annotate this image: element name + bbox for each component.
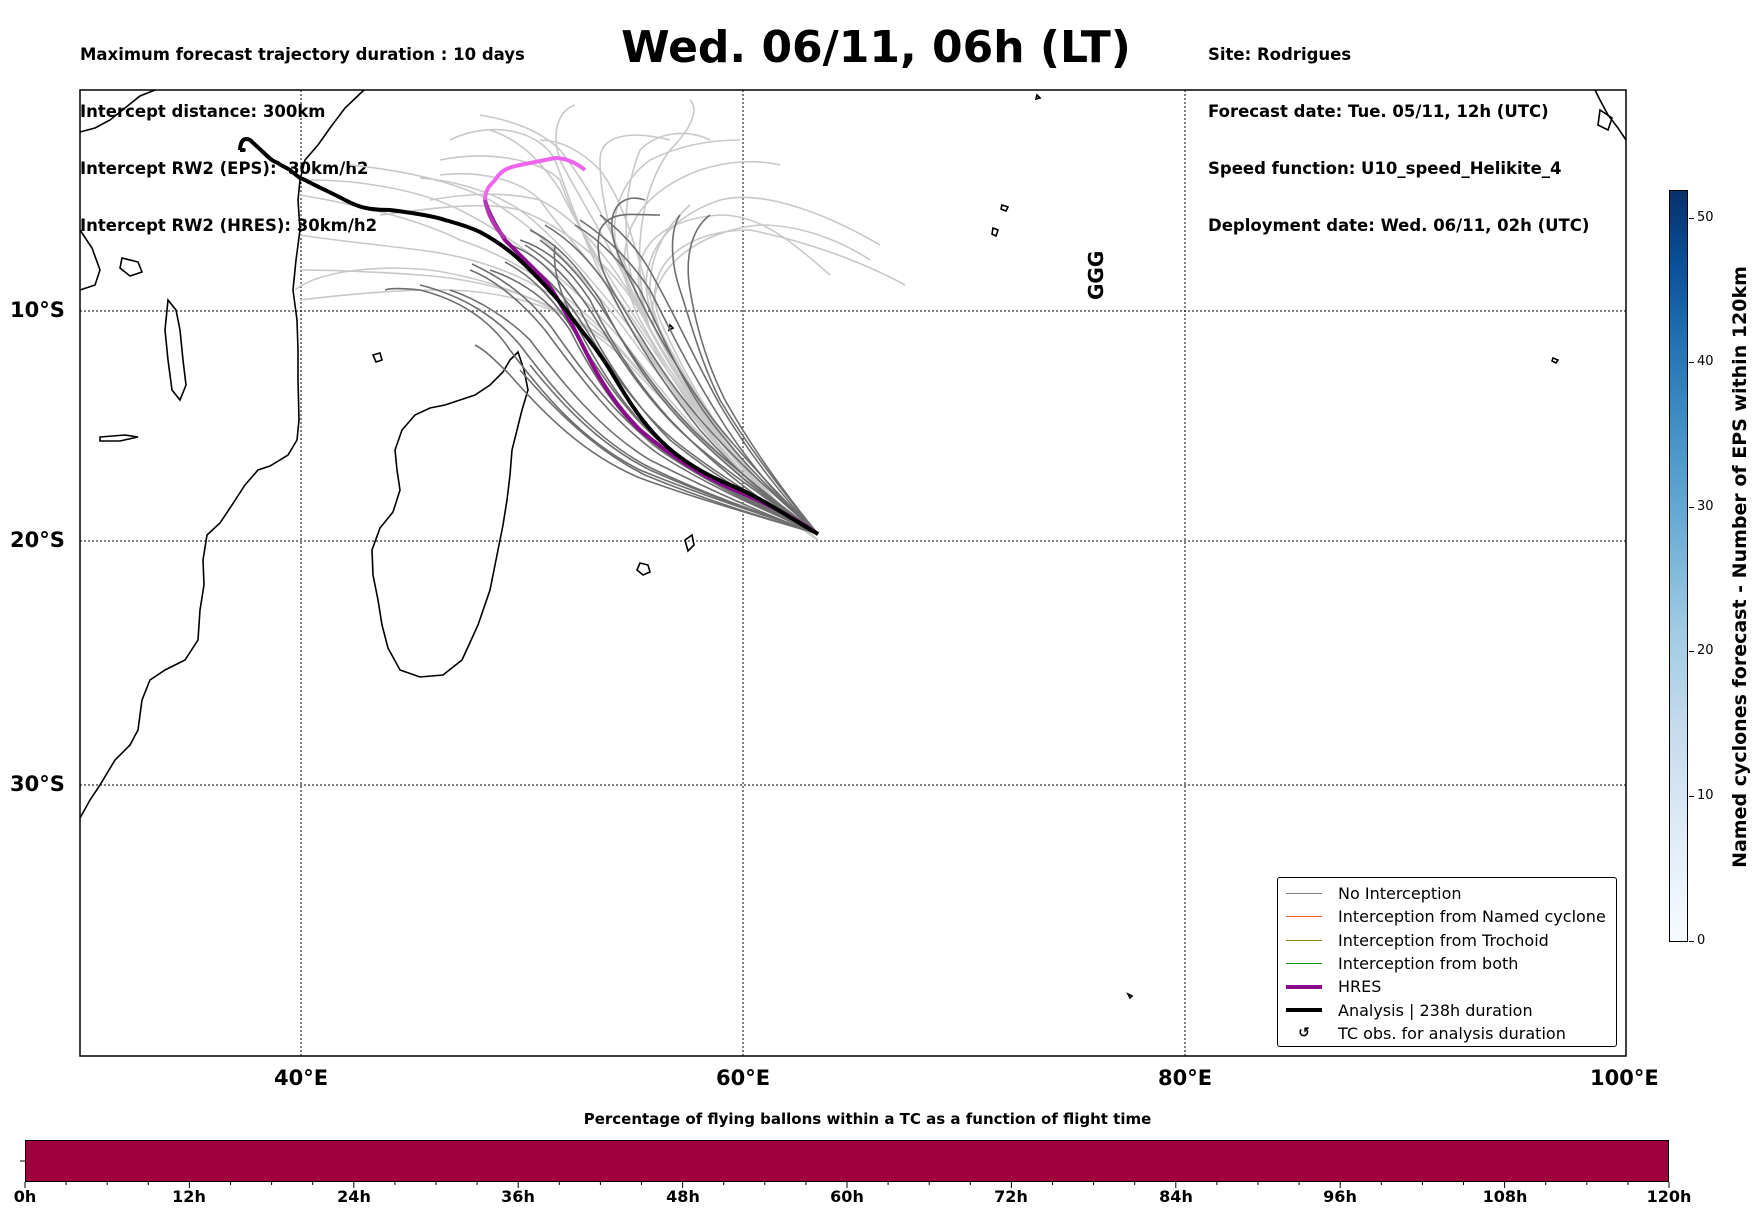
comoros-island: [371, 352, 383, 363]
legend-swatch: [1286, 939, 1322, 941]
legend-swatch: [1286, 984, 1322, 989]
legend-item-trochoid: Interception from Trochoid: [1278, 929, 1616, 952]
pbar-label: 12h: [172, 1187, 206, 1206]
header-left-line2: Intercept distance: 300km: [80, 102, 326, 121]
pbar-label: 24h: [337, 1187, 371, 1206]
legend-item-tc-obs: ↺ TC obs. for analysis duration: [1278, 1022, 1616, 1045]
legend-label: Interception from Named cyclone: [1338, 907, 1606, 927]
legend-label: Interception from Trochoid: [1338, 930, 1549, 950]
pbar-label: 108h: [1482, 1187, 1528, 1206]
hres-track: [483, 199, 820, 536]
header-right-line2: Forecast date: Tue. 05/11, 12h (UTC): [1208, 102, 1549, 121]
lon-label-100e: 100°E: [1590, 1066, 1659, 1090]
cyclone-symbol-icon: ↺: [1298, 1025, 1310, 1042]
lat-label-10s: 10°S: [10, 298, 65, 322]
pbar-label: 96h: [1323, 1187, 1357, 1206]
legend-label: TC obs. for analysis duration: [1338, 1023, 1566, 1043]
pbar-label: 60h: [830, 1187, 864, 1206]
lon-label-60e: 60°E: [716, 1066, 771, 1090]
hres-track-mid: [483, 199, 507, 240]
percentage-bar-title: Percentage of flying ballons within a TC…: [583, 1110, 1152, 1128]
colorbar-label: 20: [1697, 643, 1714, 658]
legend-item-no-interception: No Interception: [1278, 882, 1616, 905]
header-left-line4: Intercept RW2 (HRES): 30km/h2: [80, 216, 378, 235]
colorbar-tick: [1689, 362, 1694, 363]
lake-2: [119, 257, 144, 277]
hres-track-early: [483, 155, 587, 201]
lat-label-30s: 30°S: [10, 772, 65, 796]
legend-item-hres: HRES: [1278, 975, 1616, 998]
pbar-label: 48h: [666, 1187, 700, 1206]
chagos-island: [1551, 356, 1560, 365]
legend-item-named-cyclone: Interception from Named cyclone: [1278, 905, 1616, 928]
colorbar-label: 30: [1697, 499, 1714, 514]
pbar-label: 72h: [994, 1187, 1028, 1206]
coastlines: [79, 89, 1627, 1000]
colorbar-label: 40: [1697, 354, 1714, 369]
legend: No Interception Interception from Named …: [1277, 877, 1617, 1047]
legend-label: No Interception: [1338, 884, 1462, 904]
island-bottom: [1126, 992, 1134, 1000]
pbar-label: 120h: [1646, 1187, 1692, 1206]
percentage-bar: [25, 1140, 1669, 1182]
seychelles-island-1: [1000, 203, 1010, 213]
lon-label-80e: 80°E: [1158, 1066, 1213, 1090]
header-left-line3: Intercept RW2 (EPS): 30km/h2: [80, 159, 369, 178]
legend-swatch: [1286, 963, 1322, 965]
lon-label-40e: 40°E: [274, 1066, 329, 1090]
lake-3: [99, 434, 139, 442]
pbar-tick-group: [24, 1182, 1670, 1188]
header-right: Site: Rodrigues Forecast date: Tue. 05/1…: [1208, 7, 1589, 254]
island-upper-right-2: [1597, 108, 1613, 132]
legend-swatch: [1286, 893, 1322, 895]
legend-item-analysis: Analysis | 238h duration: [1278, 998, 1616, 1021]
lat-label-20s: 20°S: [10, 528, 65, 552]
colorbar: [1669, 190, 1688, 942]
legend-item-both: Interception from both: [1278, 952, 1616, 975]
colorbar-tick: [1689, 796, 1694, 797]
colorbar-tick: [1689, 651, 1694, 652]
header-right-line4: Deployment date: Wed. 06/11, 02h (UTC): [1208, 216, 1590, 235]
north-fragment: [79, 89, 156, 133]
pbar-label: 0h: [13, 1187, 37, 1206]
header-left-line1: Maximum forecast trajectory duration : 1…: [80, 45, 525, 64]
island-small-1: [1034, 93, 1042, 101]
header-left: Maximum forecast trajectory duration : 1…: [80, 7, 525, 254]
legend-swatch: [1286, 916, 1322, 918]
seychelles-island-2: [991, 226, 999, 238]
colorbar-tick: [1689, 941, 1694, 942]
page-title: Wed. 06/11, 06h (LT): [0, 22, 1752, 73]
reunion-island: [684, 533, 695, 553]
colorbar-label: 0: [1697, 933, 1706, 948]
legend-swatch: [1286, 1008, 1322, 1013]
madagascar-coast: [371, 350, 529, 678]
page-title-text: Wed. 06/11, 06h (LT): [621, 22, 1131, 73]
africa-coast: [79, 89, 365, 819]
mauritius-island: [636, 562, 651, 576]
legend-label: HRES: [1338, 977, 1382, 997]
legend-label: Analysis | 238h duration: [1338, 1000, 1533, 1020]
colorbar-tick: [1689, 218, 1694, 219]
legend-label: Interception from both: [1338, 954, 1519, 974]
eps-trajectories-dark: [384, 197, 819, 535]
header-right-line1: Site: Rodrigues: [1208, 45, 1352, 64]
left-edge-fragment: [79, 229, 101, 291]
colorbar-label: 50: [1697, 210, 1714, 225]
pbar-label: 84h: [1159, 1187, 1193, 1206]
analysis-track: [238, 137, 819, 536]
map-frame: [79, 89, 1627, 1057]
pbar-label: 36h: [501, 1187, 535, 1206]
lake-1: [164, 297, 187, 402]
gridlines: [80, 90, 1626, 1056]
colorbar-label: 10: [1697, 788, 1714, 803]
header-right-line3: Speed function: U10_speed_Helikite_4: [1208, 159, 1562, 178]
colorbar-tick: [1689, 507, 1694, 508]
